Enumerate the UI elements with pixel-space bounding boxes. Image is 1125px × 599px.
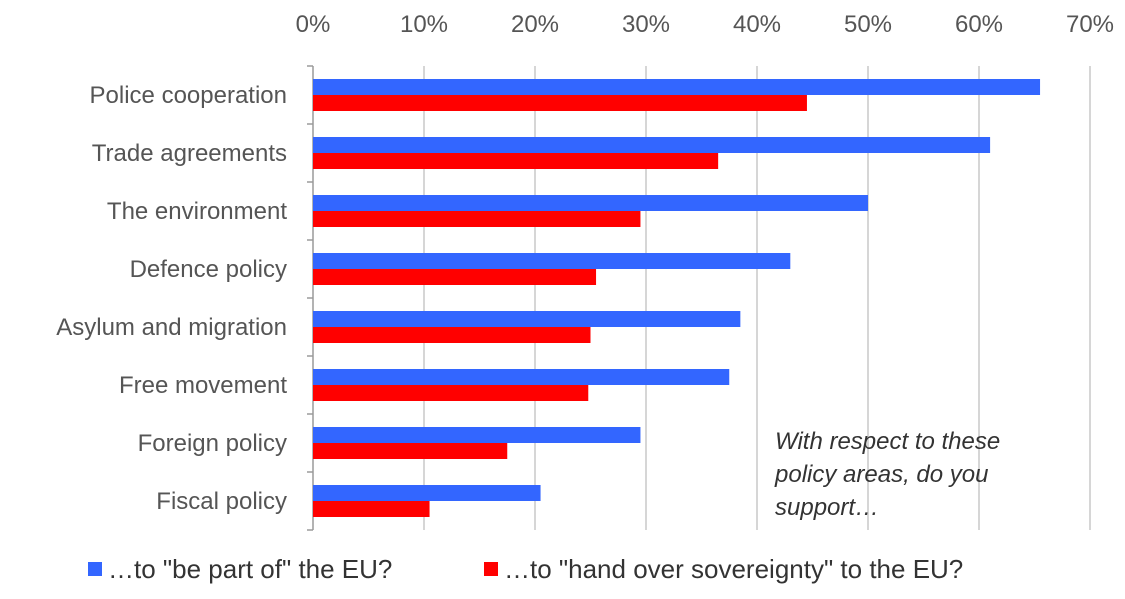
x-tick-label: 20%	[511, 11, 559, 38]
legend: …to "be part of" the EU? …to "hand over s…	[88, 554, 963, 584]
bar-sovereignty	[313, 385, 589, 401]
x-tick-label: 50%	[844, 11, 892, 38]
annotation: With respect to these policy areas, do yo…	[774, 428, 1000, 521]
category-label: Free movement	[119, 372, 287, 399]
bar-part-of	[313, 195, 868, 211]
bars-layer	[313, 79, 1041, 517]
bar-part-of	[313, 253, 791, 269]
bar-sovereignty	[313, 153, 719, 169]
bar-sovereignty	[313, 95, 807, 111]
bar-part-of	[313, 137, 991, 153]
legend-label: …to "be part of" the EU?	[108, 554, 392, 584]
x-tick-label: 70%	[1066, 11, 1114, 38]
x-tick-label: 10%	[400, 11, 448, 38]
bar-sovereignty	[313, 211, 641, 227]
x-tick-label: 40%	[733, 11, 781, 38]
x-tick-label: 0%	[296, 11, 331, 38]
category-label: Foreign policy	[138, 430, 287, 457]
category-label: Defence policy	[130, 256, 287, 283]
bar-sovereignty	[313, 269, 597, 285]
annotation-line: policy areas, do you	[774, 461, 988, 488]
category-label: Asylum and migration	[56, 314, 287, 341]
x-tick-label: 30%	[622, 11, 670, 38]
legend-swatch	[484, 562, 498, 576]
bar-part-of	[313, 485, 541, 501]
annotation-line: With respect to these	[775, 428, 1000, 455]
legend-label: …to "hand over sovereignty" to the EU?	[504, 554, 963, 584]
legend-swatch	[88, 562, 102, 576]
category-labels: Police cooperation Trade agreements The en…	[56, 82, 287, 515]
category-label: Trade agreements	[92, 140, 287, 167]
category-label: Police cooperation	[90, 82, 287, 109]
bar-sovereignty	[313, 501, 430, 517]
category-label: Fiscal policy	[156, 488, 287, 515]
bar-part-of	[313, 79, 1041, 95]
bar-sovereignty	[313, 327, 591, 343]
x-tick-labels: 0% 10% 20% 30% 40% 50% 60% 70%	[296, 11, 1114, 38]
bar-sovereignty	[313, 443, 508, 459]
bar-part-of	[313, 311, 741, 327]
annotation-line: support…	[775, 494, 879, 521]
bar-part-of	[313, 427, 641, 443]
category-label: The environment	[107, 198, 287, 225]
bar-part-of	[313, 369, 730, 385]
x-tick-label: 60%	[955, 11, 1003, 38]
